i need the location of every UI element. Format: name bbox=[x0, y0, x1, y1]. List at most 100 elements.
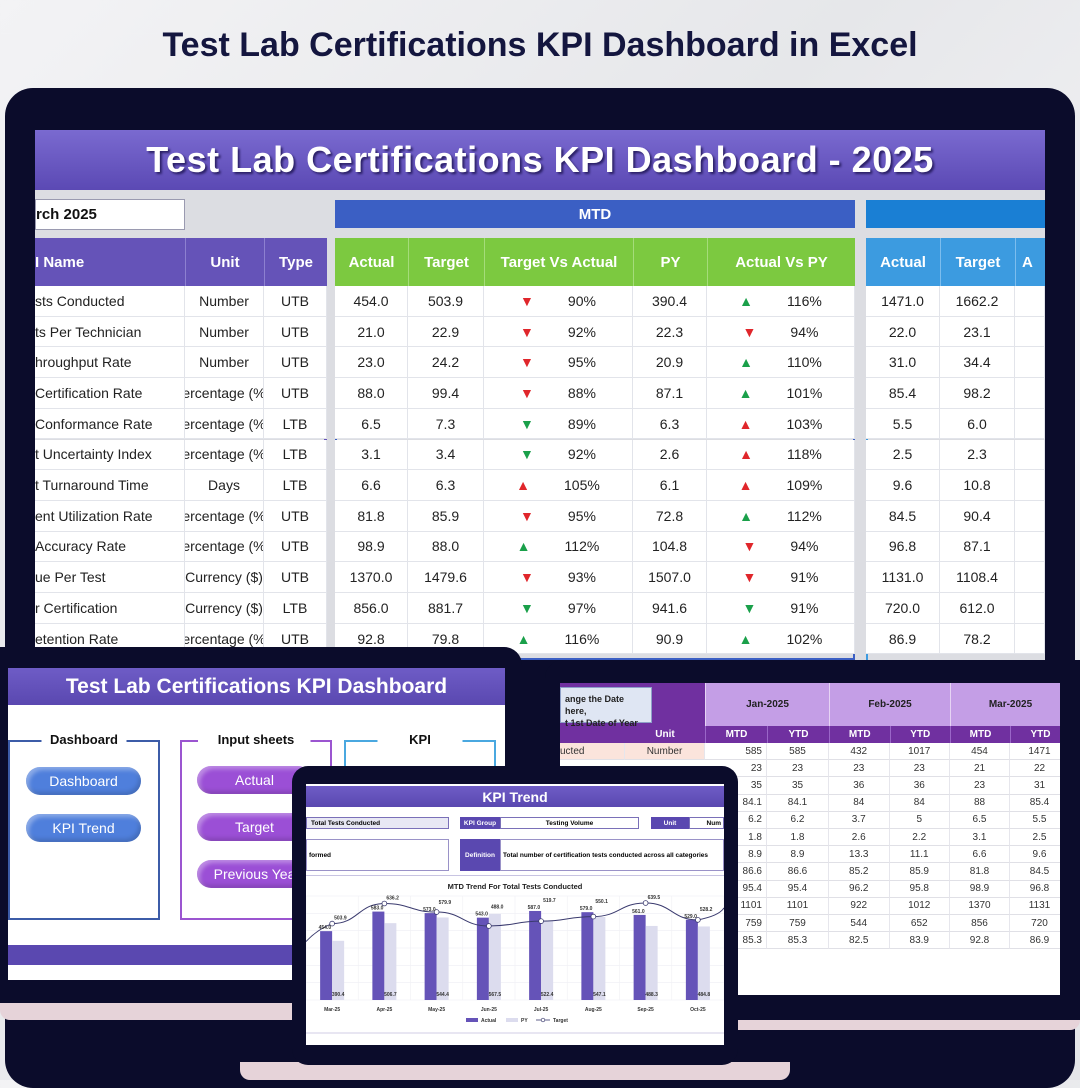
unit-label: Unit bbox=[651, 817, 689, 829]
mtd-py-cell: 72.8 bbox=[633, 500, 707, 532]
kpi-name-cell: ue Per Test bbox=[35, 562, 185, 593]
mtd-py-cell: 87.1 bbox=[633, 378, 707, 409]
arrow-up-icon: ▲ bbox=[739, 354, 754, 371]
group-top-border bbox=[8, 740, 160, 742]
data-cell: 84 bbox=[889, 794, 950, 812]
data-label-py: 488.3 bbox=[645, 992, 658, 998]
target-vs-actual-value: 90% bbox=[567, 292, 596, 309]
arrow-down-icon: ▼ bbox=[520, 569, 534, 586]
arrow-down-icon: ▼ bbox=[520, 384, 534, 401]
data-label-actual: 583.0 bbox=[371, 906, 384, 912]
definition-label: Definition bbox=[460, 839, 500, 871]
arrow-down-icon: ▼ bbox=[742, 599, 757, 616]
data-cell: 85.4 bbox=[1010, 794, 1060, 812]
kpi-unit-cell: Number bbox=[185, 316, 264, 348]
kpi-type-cell: UTB bbox=[264, 347, 327, 379]
arrow-up-icon: ▲ bbox=[739, 292, 754, 309]
x-tick-label: Apr-25 bbox=[376, 1007, 392, 1013]
kpi-name-cell: ts Per Technician bbox=[35, 316, 185, 348]
x-tick-label: Oct-25 bbox=[690, 1007, 706, 1013]
bar-py bbox=[645, 925, 658, 1000]
target-vs-actual-value: 92% bbox=[567, 446, 596, 463]
data-cell: 3.7 bbox=[829, 811, 890, 829]
mtd-actual-cell: 1370.0 bbox=[335, 562, 408, 593]
data-cell: 5.5 bbox=[1010, 811, 1060, 829]
mtd-actual-cell: 23.0 bbox=[335, 347, 408, 379]
bar-py bbox=[697, 926, 710, 1000]
mtd-py-cell: 390.4 bbox=[633, 286, 707, 317]
data-cell: 1101 bbox=[767, 897, 829, 915]
target-vs-actual-cell: ▼ 92% bbox=[484, 316, 633, 348]
arrow-up-icon: ▲ bbox=[738, 384, 753, 401]
legend-label-py: PY bbox=[521, 1018, 528, 1024]
data-cell: 85.9 bbox=[889, 863, 950, 881]
kpi-trend-screen: KPI Trend Total Tests Conducted KPI Grou… bbox=[306, 784, 724, 1045]
actual-vs-py-value: 102% bbox=[786, 630, 823, 647]
ytd-actual-cell: 22.0 bbox=[866, 316, 940, 348]
data-label-actual: 573.0 bbox=[423, 907, 436, 913]
month-header: Mar-2025 bbox=[950, 683, 1060, 726]
data-cell: 84 bbox=[829, 794, 890, 812]
data-cell: 720 bbox=[1010, 915, 1060, 933]
kpi-unit-cell: Currency ($) bbox=[185, 593, 264, 624]
bar-actual bbox=[424, 913, 437, 1000]
home-title: Test Lab Certifications KPI Dashboard bbox=[8, 668, 505, 705]
ytd-target-cell: 2.3 bbox=[940, 439, 1015, 471]
bar-py bbox=[541, 920, 554, 1000]
data-row-unit: Number bbox=[625, 743, 705, 760]
data-cell: 856 bbox=[950, 915, 1010, 933]
nav-dashboard-button[interactable]: Dashboard bbox=[26, 767, 141, 795]
trend-title: KPI Trend bbox=[306, 786, 724, 807]
data-cell: 36 bbox=[889, 777, 950, 795]
data-label-actual: 587.0 bbox=[528, 905, 541, 911]
ytd-cut-cell bbox=[1015, 347, 1045, 379]
ytd-actual-cell: 1131.0 bbox=[866, 562, 940, 593]
ytd-cut-cell bbox=[1015, 500, 1045, 532]
data-cell: 92.8 bbox=[950, 932, 1010, 950]
target-vs-actual-cell: ▼ 92% bbox=[484, 439, 633, 471]
kpi-name-select[interactable]: Total Tests Conducted bbox=[306, 817, 449, 829]
actual-vs-py-cell: ▲ 110% bbox=[707, 347, 855, 379]
data-cell: 82.5 bbox=[829, 932, 890, 950]
group-top-border bbox=[344, 740, 496, 742]
data-cell: 35 bbox=[767, 777, 829, 795]
mtd-target-cell: 24.2 bbox=[408, 347, 484, 379]
kpi-group-label: KPI Group bbox=[460, 817, 500, 829]
ytd-actual-cell: 85.4 bbox=[866, 378, 940, 409]
x-tick-label: Jul-25 bbox=[534, 1007, 549, 1013]
x-tick-label: Sep-25 bbox=[637, 1007, 654, 1013]
ytd-target-cell: 1662.2 bbox=[940, 286, 1015, 317]
callout-line-2: t 1st Date of Year bbox=[565, 718, 638, 728]
data-label-py: 567.5 bbox=[489, 992, 502, 998]
data-cell: 86.9 bbox=[1010, 932, 1060, 950]
mtd-target-cell: 6.3 bbox=[408, 470, 484, 501]
data-cell: 8.9 bbox=[767, 846, 829, 864]
target-marker bbox=[538, 918, 544, 924]
data-cell: 23 bbox=[767, 760, 829, 778]
bar-py bbox=[384, 923, 397, 1000]
mtd-band: MTD bbox=[335, 200, 855, 228]
mtd-py-cell: 90.9 bbox=[633, 623, 707, 655]
data-cell: 1017 bbox=[889, 743, 950, 761]
bar-py bbox=[332, 940, 345, 1000]
ytd-target-cell: 1108.4 bbox=[940, 562, 1015, 593]
kpi-name-cell: r Certification bbox=[35, 593, 185, 624]
group-title-dashboard: Dashboard bbox=[42, 732, 126, 747]
mtd-py-cell: 2.6 bbox=[633, 439, 707, 471]
group-dashboard: Dashboard bbox=[8, 732, 160, 920]
chart-title: MTD Trend For Total Tests Conducted bbox=[448, 882, 583, 891]
ytd-target-cell: 78.2 bbox=[940, 623, 1015, 655]
arrow-down-icon: ▼ bbox=[520, 292, 534, 309]
ytd-actual-cell: 5.5 bbox=[866, 408, 940, 440]
nav-kpi-trend-button[interactable]: KPI Trend bbox=[26, 814, 141, 842]
bar-actual bbox=[633, 914, 646, 1000]
month-header: Jan-2025 bbox=[705, 683, 829, 726]
month-selector[interactable]: rch 2025 bbox=[35, 199, 185, 230]
unit-value: Num bbox=[689, 817, 724, 829]
target-marker bbox=[329, 920, 335, 927]
x-tick-label: Jun-25 bbox=[481, 1007, 497, 1013]
data-cell: 96.8 bbox=[1010, 880, 1060, 898]
header-ytd-actual: Actual bbox=[866, 238, 940, 286]
bar-actual bbox=[320, 931, 333, 1000]
target-vs-actual-value: 92% bbox=[567, 323, 596, 340]
